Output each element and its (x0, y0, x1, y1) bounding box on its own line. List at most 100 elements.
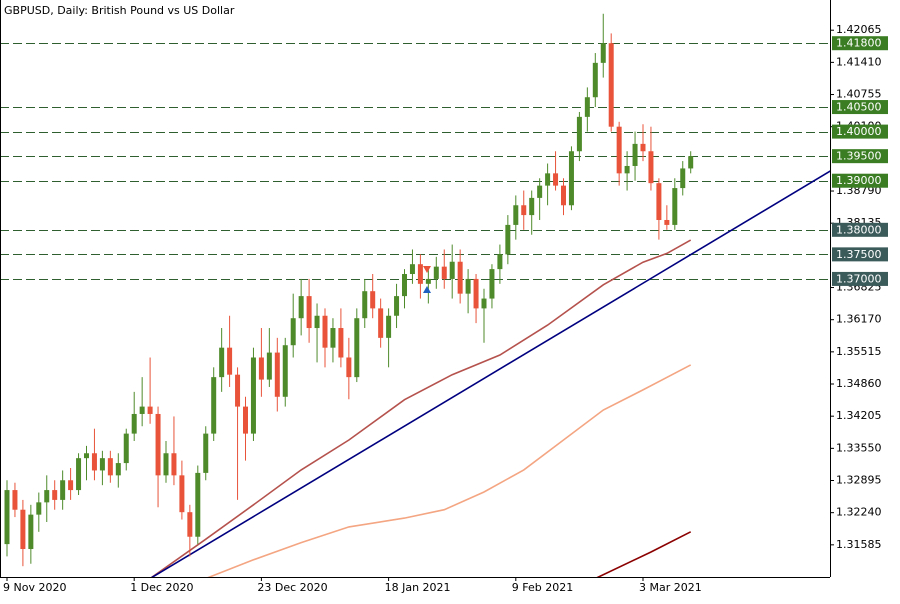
x-tick-label: 9 Nov 2020 (3, 581, 66, 594)
indicator-line (596, 531, 692, 577)
candle-body (338, 328, 344, 358)
level-label: 1.39500 (836, 150, 882, 163)
candle-body (513, 205, 519, 225)
candle-body (60, 480, 66, 500)
y-tick-label: 1.40755 (836, 88, 882, 101)
y-tick-label: 1.36170 (836, 313, 882, 326)
indicator-line (151, 170, 830, 577)
candle-body (155, 413, 161, 476)
candle-body (505, 224, 511, 255)
candle-body (664, 219, 670, 225)
candle-body (99, 458, 105, 471)
chart-title: GBPUSD, Daily: British Pound vs US Dolla… (4, 4, 235, 17)
candle-body (632, 143, 638, 166)
candle-body (179, 475, 185, 513)
candle-body (608, 43, 614, 127)
candle-body (680, 168, 686, 189)
candle-body (195, 472, 201, 537)
y-tick-label: 1.32895 (836, 474, 882, 487)
level-label: 1.39000 (836, 174, 882, 187)
level-label-box (832, 36, 888, 51)
level-label-box (832, 271, 888, 286)
candle-body (171, 453, 177, 476)
candle-body (76, 458, 82, 491)
candle-body (497, 254, 503, 270)
level-label: 1.40500 (836, 101, 882, 114)
candle-body (417, 264, 423, 284)
candle-body (600, 43, 606, 63)
candle-body (346, 357, 352, 378)
level-label: 1.38000 (836, 223, 882, 236)
level-label-box (832, 173, 888, 188)
candle-body (266, 352, 272, 380)
level-label: 1.37500 (836, 248, 882, 261)
y-tick-label: 1.31585 (836, 538, 882, 551)
candle-body (235, 374, 241, 407)
candle-body (584, 97, 590, 117)
candle-body (656, 183, 662, 220)
level-label: 1.40000 (836, 125, 882, 138)
candle-body (20, 509, 26, 550)
candle-body (163, 453, 169, 476)
candle-body (537, 185, 543, 198)
level-label: 1.41800 (836, 37, 882, 50)
candle-body (84, 453, 89, 459)
level-label-box (832, 149, 888, 164)
candle-body (68, 480, 74, 491)
candle-body (568, 151, 574, 206)
candle-body (648, 151, 654, 184)
x-tick-label: 9 Feb 2021 (512, 581, 573, 594)
candle-body (52, 490, 58, 500)
y-tick-label: 1.35515 (836, 345, 882, 358)
candle-body (465, 278, 471, 294)
candle-body (203, 433, 209, 473)
candle-body (274, 352, 280, 397)
candle-body (592, 62, 598, 98)
indicator-line (207, 364, 692, 577)
candle-body (258, 357, 264, 380)
candle-body (219, 347, 225, 378)
candle-body (433, 266, 439, 279)
y-tick-label: 1.33550 (836, 441, 882, 454)
sell-marker (423, 266, 431, 273)
candle-body (378, 308, 384, 338)
level-label-box (832, 100, 888, 115)
candle-body (489, 269, 495, 299)
candle-body (322, 315, 328, 348)
candle-body (147, 406, 153, 414)
candle-body (354, 318, 360, 378)
candle-body (139, 406, 145, 414)
x-tick-label: 18 Jan 2021 (385, 581, 451, 594)
candle-body (370, 291, 376, 309)
y-tick-label: 1.32240 (836, 506, 882, 519)
candle-body (394, 296, 400, 316)
candle-body (4, 490, 10, 545)
candle-body (473, 278, 479, 309)
candle-body (545, 173, 551, 186)
candle-body (211, 377, 217, 434)
candle-body (107, 458, 113, 476)
x-tick-label: 23 Dec 2020 (257, 581, 327, 594)
candle-body (616, 126, 622, 174)
x-tick-label: 1 Dec 2020 (130, 581, 193, 594)
candle-body (227, 347, 233, 375)
candle-body (28, 514, 34, 550)
candle-body (12, 490, 18, 510)
candle-body (243, 406, 248, 434)
y-tick-label: 1.41410 (836, 55, 882, 68)
y-tick-label: 1.42065 (836, 23, 882, 36)
candle-body (521, 205, 527, 216)
candle-body (306, 296, 312, 329)
level-label-box (832, 124, 888, 139)
candle-body (529, 197, 535, 216)
level-label: 1.37000 (836, 272, 882, 285)
candle-body (449, 261, 455, 279)
candle-body (561, 185, 566, 206)
candle-body (402, 274, 407, 297)
candle-body (131, 413, 137, 434)
candle-body (409, 264, 415, 275)
candle-body (481, 298, 487, 309)
